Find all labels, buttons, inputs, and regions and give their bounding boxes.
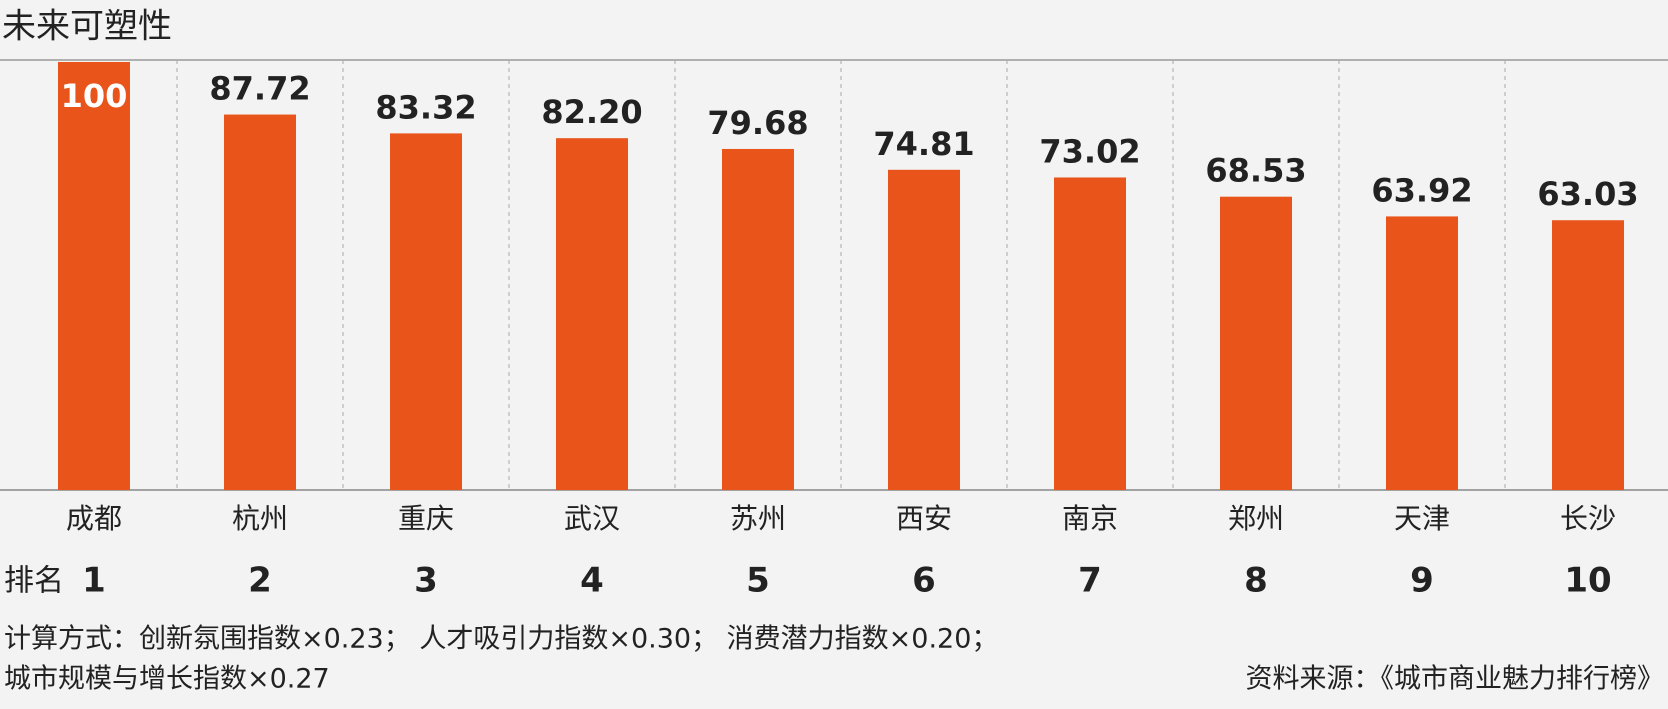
- value-label: 87.72: [209, 70, 310, 108]
- value-label: 68.53: [1205, 152, 1306, 190]
- rank: 1: [82, 561, 106, 601]
- bar: [58, 62, 130, 490]
- rank: 7: [1078, 561, 1102, 601]
- rank: 4: [580, 561, 604, 601]
- bar: [722, 148, 794, 490]
- x-tick-label: 杭州: [232, 502, 288, 535]
- value-label: 82.20: [541, 93, 642, 131]
- x-tick-label: 苏州: [730, 502, 786, 535]
- bar: [556, 138, 628, 490]
- value-label: 74.81: [873, 125, 974, 163]
- value-label: 63.03: [1537, 175, 1638, 213]
- value-label: 79.68: [707, 104, 808, 142]
- bar: [888, 169, 960, 490]
- chart-title: 未来可塑性: [2, 7, 172, 47]
- rank: 2: [248, 561, 272, 601]
- bar: [390, 133, 462, 491]
- value-label: 100: [61, 77, 128, 115]
- x-tick-label: 重庆: [398, 502, 454, 535]
- rank: 8: [1244, 561, 1268, 601]
- bar: [1386, 216, 1458, 490]
- value-label: 83.32: [375, 88, 476, 126]
- x-tick-label: 武汉: [564, 502, 620, 535]
- x-tick-label: 郑州: [1228, 502, 1284, 535]
- rank: 9: [1410, 561, 1434, 601]
- rank-label: 排名: [4, 564, 64, 599]
- bar: [1552, 220, 1624, 490]
- x-tick-label: 长沙: [1560, 502, 1616, 535]
- note: 计算方式：创新氛围指数×0.23； 人才吸引力指数×0.30； 消费潜力指数×0…: [4, 624, 998, 655]
- note: 城市规模与增长指数×0.27: [4, 664, 330, 695]
- rank: 5: [746, 561, 770, 601]
- x-tick-label: 西安: [896, 502, 952, 535]
- rank: 3: [414, 561, 438, 601]
- bar: [1220, 196, 1292, 491]
- x-tick-label: 成都: [66, 502, 122, 535]
- value-label: 63.92: [1371, 171, 1472, 209]
- x-tick-label: 天津: [1394, 502, 1450, 535]
- value-label: 73.02: [1039, 132, 1140, 170]
- rank: 10: [1564, 561, 1611, 601]
- rank: 6: [912, 561, 936, 601]
- bar: [224, 114, 296, 490]
- x-tick-label: 南京: [1062, 502, 1118, 535]
- bar: [1054, 177, 1126, 490]
- source: 资料来源：《城市商业魅力排行榜》: [1246, 664, 1665, 695]
